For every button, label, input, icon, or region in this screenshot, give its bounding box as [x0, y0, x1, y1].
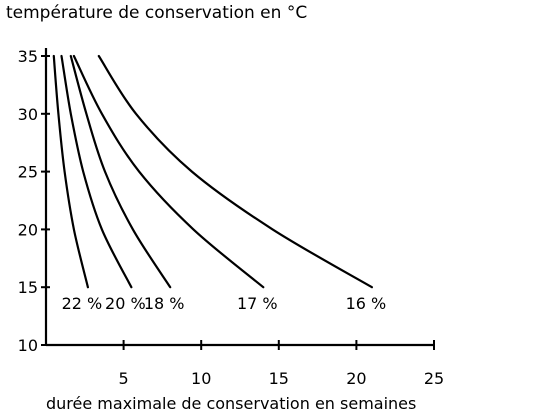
curve-label: 16 % [346, 294, 387, 313]
curve-labels: 22 % 20 %18 % 17 % 16 % [62, 294, 387, 313]
curve-3 [69, 54, 172, 289]
y-tick-label: 30 [18, 105, 38, 124]
curves [52, 54, 373, 289]
curve-label: 20 % [105, 294, 146, 313]
axes [44, 48, 434, 347]
curve-5 [97, 54, 373, 289]
y-tick-label: 25 [18, 163, 38, 182]
y-tick-label: 20 [18, 220, 38, 239]
curve-label: 22 % [62, 294, 103, 313]
x-tick-label: 5 [119, 369, 129, 388]
x-tick-label: 10 [191, 369, 211, 388]
x-tick-label: 20 [346, 369, 366, 388]
curve-label: 18 % [144, 294, 185, 313]
y-tick-label: 35 [18, 47, 38, 66]
curve-4 [72, 54, 265, 289]
y-tick-label: 10 [18, 336, 38, 355]
x-tick-label: 15 [269, 369, 289, 388]
ticks: 10 15 20 25 30 35 5 10 15 20 25 [18, 47, 445, 388]
x-tick-label: 25 [424, 369, 444, 388]
curve-label: 17 % [237, 294, 278, 313]
curve-1 [52, 54, 89, 289]
x-axis-label: durée maximale de conservation en semain… [46, 394, 416, 413]
chart-title: température de conservation en °C [6, 3, 307, 23]
curve-2 [60, 54, 133, 289]
y-tick-label: 15 [18, 278, 38, 297]
